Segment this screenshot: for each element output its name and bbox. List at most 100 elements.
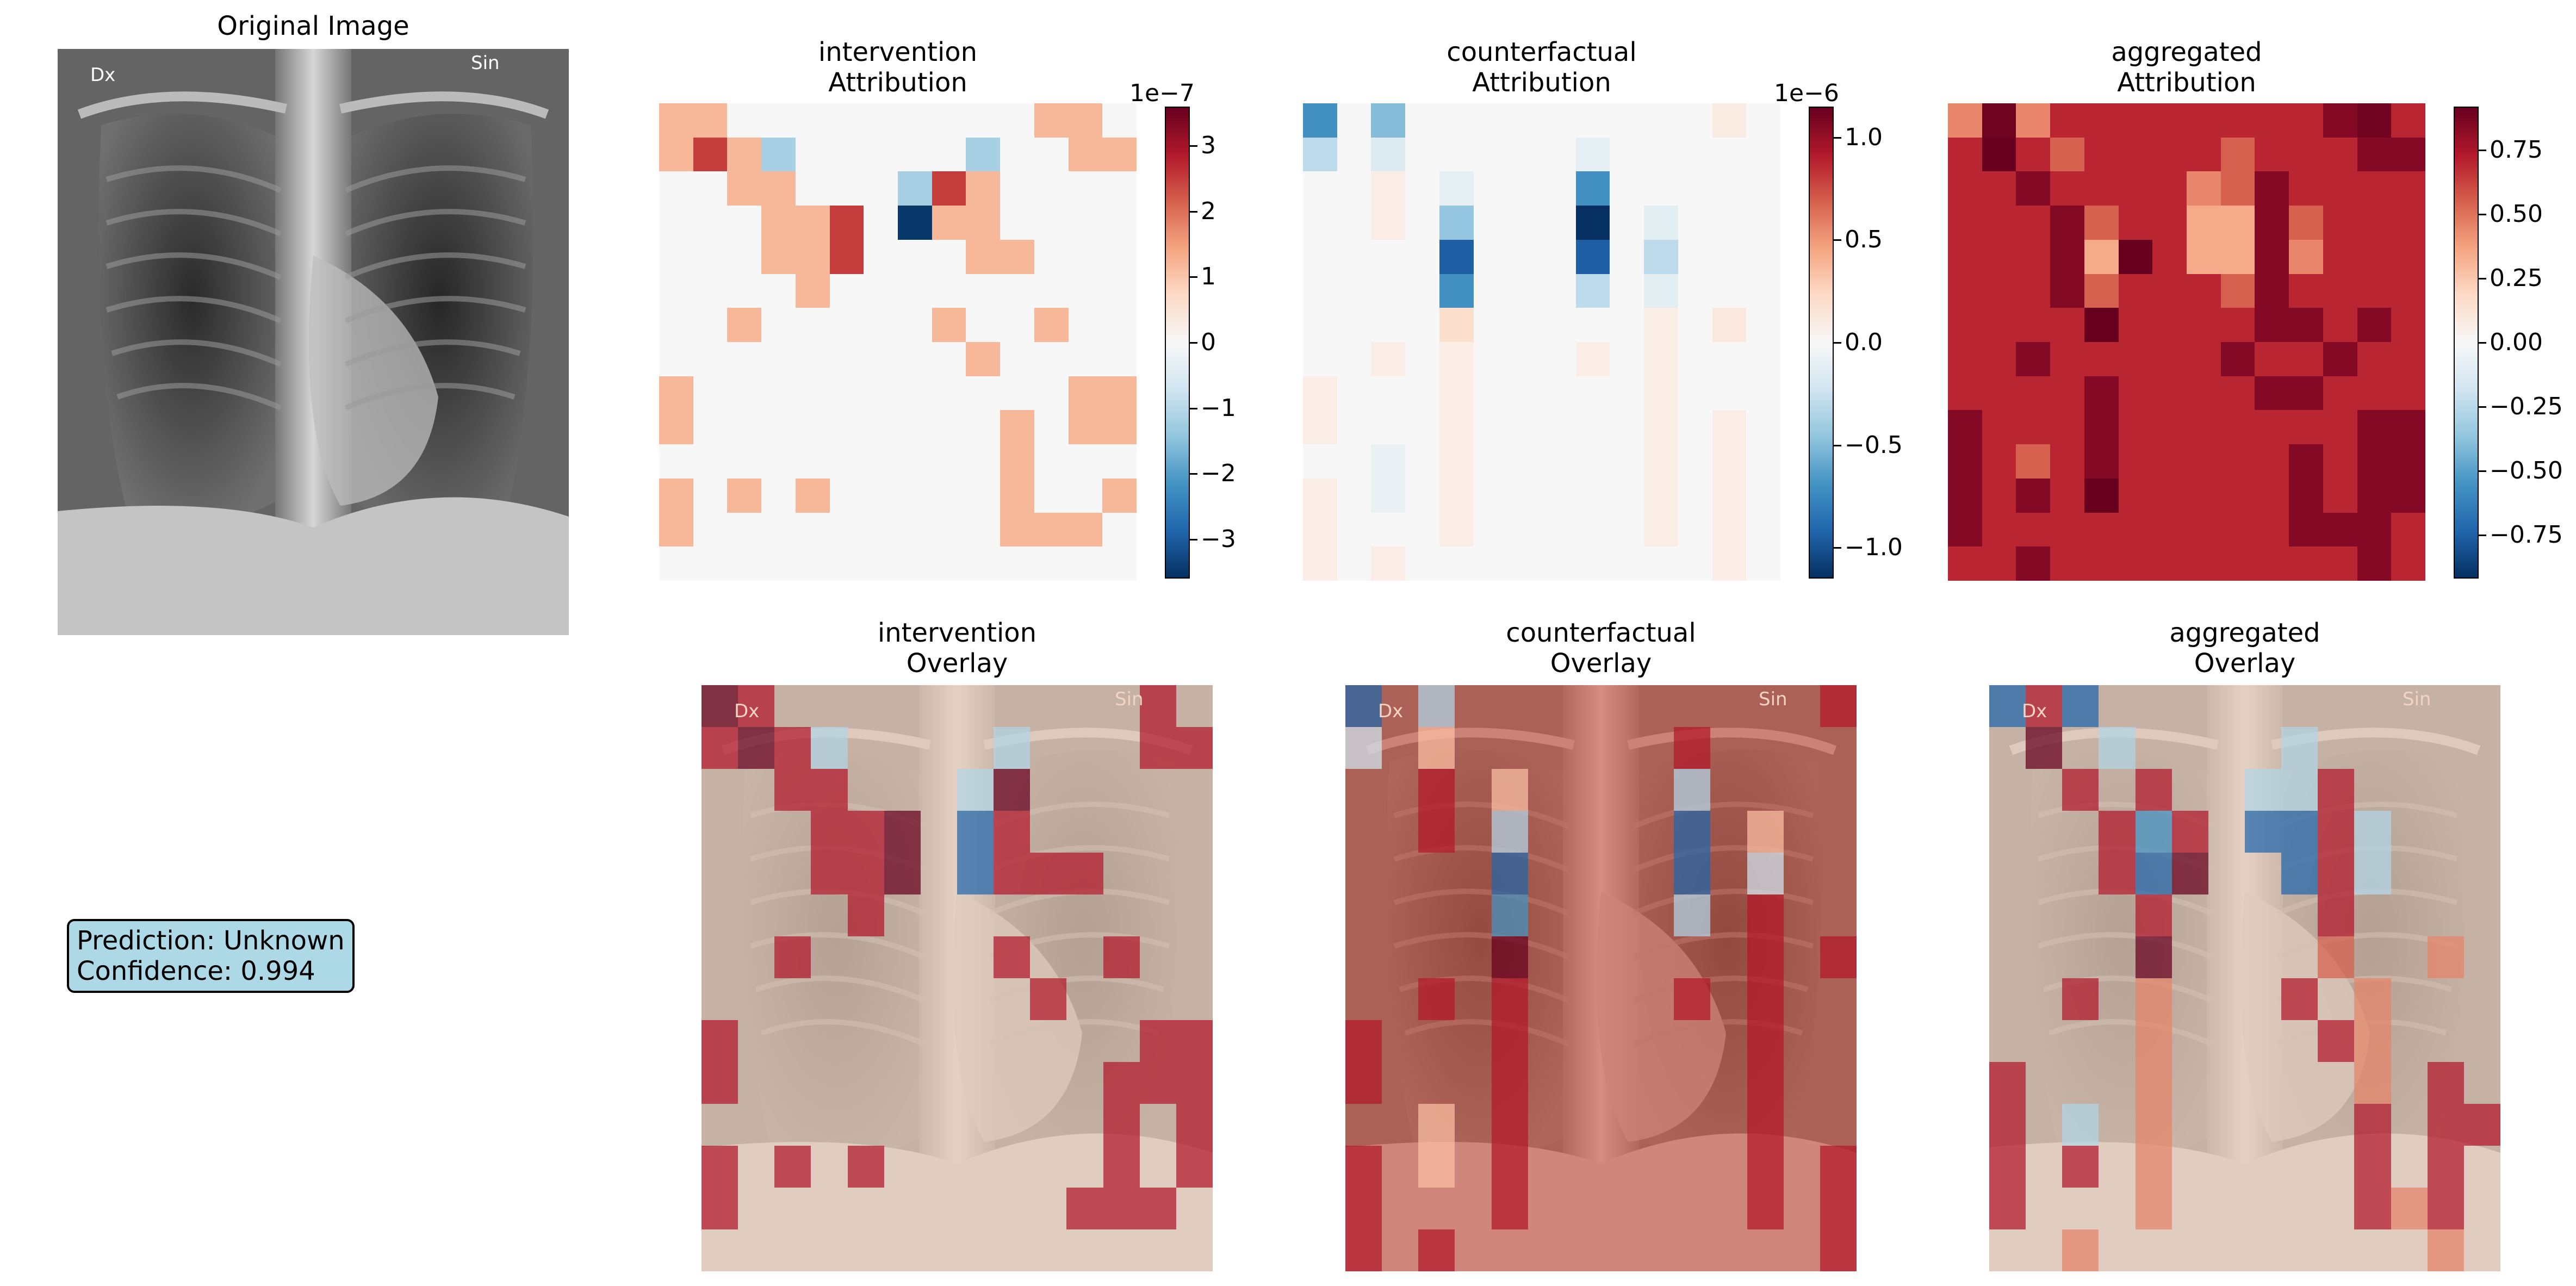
overlay-cell bbox=[2099, 1104, 2135, 1146]
overlay-cell bbox=[1637, 685, 1674, 727]
heatmap-cell bbox=[966, 546, 1001, 581]
heatmap-cell bbox=[1371, 171, 1406, 206]
heatmap-cell bbox=[2118, 171, 2153, 206]
overlay-cell bbox=[2318, 1146, 2354, 1188]
heatmap-cell bbox=[898, 546, 932, 581]
overlay-cell bbox=[2172, 936, 2208, 978]
overlay-cell bbox=[2427, 1146, 2464, 1188]
heatmap-cell bbox=[795, 103, 830, 138]
overlay-cell bbox=[1989, 1146, 2026, 1188]
heatmap-cell bbox=[1000, 410, 1034, 445]
overlay-cell bbox=[884, 936, 921, 978]
heatmap-cell bbox=[966, 239, 1001, 274]
heatmap-cell bbox=[966, 206, 1001, 240]
heatmap-cell bbox=[1405, 274, 1439, 308]
heatmap-cell bbox=[1542, 137, 1576, 172]
heatmap-cell bbox=[829, 274, 864, 308]
overlay-cell bbox=[1565, 894, 1601, 936]
heatmap-cell bbox=[829, 478, 864, 513]
heatmap-cell bbox=[1982, 239, 2016, 274]
overlay-cell bbox=[848, 1104, 884, 1146]
overlay-cell bbox=[1565, 811, 1601, 853]
overlay-cell bbox=[738, 1146, 774, 1188]
overlay-cell bbox=[1176, 853, 1213, 894]
overlay-cell bbox=[1820, 727, 1857, 769]
heatmap-cell bbox=[829, 239, 864, 274]
heatmap-cell bbox=[2187, 137, 2221, 172]
overlay-cell bbox=[1066, 1229, 1103, 1271]
overlay-cell bbox=[2208, 1188, 2245, 1229]
heatmap-cell bbox=[2152, 410, 2187, 445]
overlay-cell bbox=[2354, 769, 2391, 811]
overlay-cell bbox=[1747, 1188, 1784, 1229]
overlay-cell bbox=[1710, 1104, 1747, 1146]
heatmap-cell bbox=[1678, 376, 1712, 411]
xray-marker-dx: Dx bbox=[90, 64, 116, 86]
heatmap-cell bbox=[1948, 137, 1982, 172]
heatmap-cell bbox=[2391, 171, 2425, 206]
overlay-cell bbox=[1066, 1146, 1103, 1188]
heatmap-cell bbox=[966, 512, 1001, 547]
overlay-cell bbox=[1382, 1229, 1418, 1271]
heatmap-cell bbox=[1473, 171, 1508, 206]
overlay-cell bbox=[2391, 811, 2428, 853]
overlay-cell bbox=[2172, 894, 2208, 936]
heatmap-cell bbox=[1678, 342, 1712, 376]
heatmap-cell bbox=[2391, 478, 2425, 513]
overlay-cell bbox=[1103, 811, 1140, 853]
overlay-cell bbox=[884, 1229, 921, 1271]
heatmap-cell bbox=[1303, 342, 1337, 376]
overlay-cell bbox=[702, 685, 738, 727]
overlay-cell bbox=[2427, 1104, 2464, 1146]
overlay-cell bbox=[994, 853, 1031, 894]
heatmap-cell bbox=[1303, 274, 1337, 308]
heatmap-cell bbox=[2016, 444, 2051, 479]
overlay-cell bbox=[1030, 727, 1066, 769]
heatmap-cell bbox=[1610, 137, 1644, 172]
heatmap-cell bbox=[2118, 137, 2153, 172]
overlay-cell bbox=[1674, 685, 1710, 727]
overlay-cell bbox=[1418, 853, 1455, 894]
heatmap-cell bbox=[1405, 137, 1439, 172]
heatmap-cell bbox=[2050, 546, 2084, 581]
heatmap-cell bbox=[1337, 512, 1371, 547]
overlay-cell bbox=[2391, 1020, 2428, 1062]
overlay-cell bbox=[1565, 1020, 1601, 1062]
overlay-cell bbox=[1103, 1188, 1140, 1229]
heatmap-cell bbox=[898, 342, 932, 376]
heatmap-cell bbox=[1034, 410, 1069, 445]
heatmap-cell bbox=[2357, 239, 2392, 274]
overlay-cell bbox=[2245, 1146, 2281, 1188]
overlay-cell bbox=[884, 811, 921, 853]
heatmap-cell bbox=[1575, 410, 1610, 445]
overlay-cell bbox=[1528, 811, 1565, 853]
heatmap-cell bbox=[1507, 546, 1542, 581]
overlay-cell bbox=[738, 811, 774, 853]
heatmap-cell bbox=[761, 342, 796, 376]
overlay-cell bbox=[1601, 1146, 1637, 1188]
heatmap-cell bbox=[1542, 239, 1576, 274]
heatmap-cell bbox=[1034, 103, 1069, 138]
heatmap-cell bbox=[2050, 410, 2084, 445]
heatmap-cell bbox=[2050, 444, 2084, 479]
heatmap-cell bbox=[2220, 308, 2255, 342]
overlay-cell bbox=[847, 1146, 884, 1188]
overlay-cell bbox=[921, 894, 957, 936]
overlay-cell bbox=[1989, 1062, 2026, 1104]
overlay-cell bbox=[847, 811, 884, 853]
heatmap-cell bbox=[1712, 206, 1747, 240]
heatmap-cell bbox=[795, 546, 830, 581]
heatmap-cell bbox=[1337, 410, 1371, 445]
intervention-colorbar-exponent: 1e−7 bbox=[1129, 79, 1195, 107]
heatmap-cell bbox=[1542, 206, 1576, 240]
colorbar-tick-label: 0.00 bbox=[2490, 328, 2543, 356]
heatmap-cell bbox=[2357, 478, 2392, 513]
aggregated-colorbar bbox=[2454, 107, 2479, 579]
heatmap-cell bbox=[1303, 512, 1337, 547]
overlay-cell bbox=[1601, 978, 1637, 1020]
overlay-cell bbox=[1674, 853, 1711, 894]
heatmap-cell bbox=[693, 239, 728, 274]
overlay-cell bbox=[1637, 978, 1674, 1020]
colorbar-tick-mark bbox=[1190, 210, 1197, 213]
overlay-cell bbox=[848, 1062, 884, 1104]
